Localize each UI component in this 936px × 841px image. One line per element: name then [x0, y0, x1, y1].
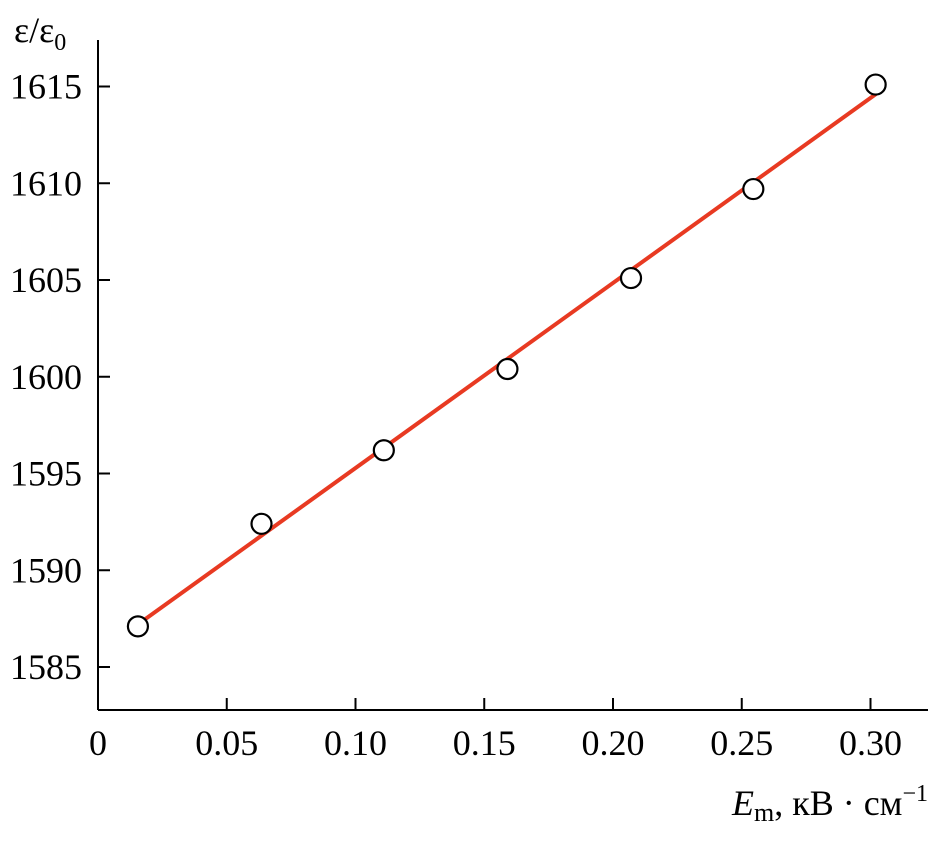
- y-tick-label: 1590: [10, 550, 82, 590]
- x-tick-label: 0.15: [453, 723, 516, 763]
- x-axis-title-sub: m: [754, 798, 774, 827]
- x-tick-label: 0: [89, 723, 107, 763]
- ticks: 0 0.05 0.10 0.15 0.20 0.25 0.30 1585 1590 1595 160…: [10, 67, 902, 764]
- y-axis-title-sub: 0: [54, 30, 66, 56]
- y-tick-label: 1615: [10, 67, 82, 107]
- data-point: [742, 177, 765, 201]
- x-tick-label: 0.25: [710, 723, 773, 763]
- x-axis-title: Em, кВ · см−1: [731, 781, 928, 827]
- x-axis-title-rest: , кВ · см: [774, 783, 902, 823]
- y-tick-label: 1610: [10, 163, 82, 203]
- data-point: [126, 615, 150, 638]
- axes: [97, 40, 928, 711]
- data-point: [496, 357, 519, 381]
- x-tick-label: 0.20: [582, 723, 645, 763]
- y-axis-title: ε/ε0: [14, 10, 66, 56]
- y-axis-title-main: ε/ε: [14, 10, 54, 50]
- x-tick-label: 0.30: [839, 723, 902, 763]
- x-axis-title-sup: −1: [902, 781, 928, 807]
- x-tick-label: 0.10: [324, 723, 387, 763]
- y-tick-label: 1595: [10, 454, 82, 494]
- data-point: [250, 512, 273, 535]
- y-tick-label: 1600: [10, 357, 82, 397]
- y-tick-label: 1605: [10, 260, 82, 300]
- data-point: [619, 266, 643, 290]
- data-points: [126, 73, 887, 638]
- y-tick-label: 1585: [10, 647, 82, 687]
- data-point: [864, 73, 887, 96]
- data-point: [372, 439, 395, 462]
- x-axis-title-main: E: [731, 783, 754, 823]
- x-tick-label: 0.05: [195, 723, 258, 763]
